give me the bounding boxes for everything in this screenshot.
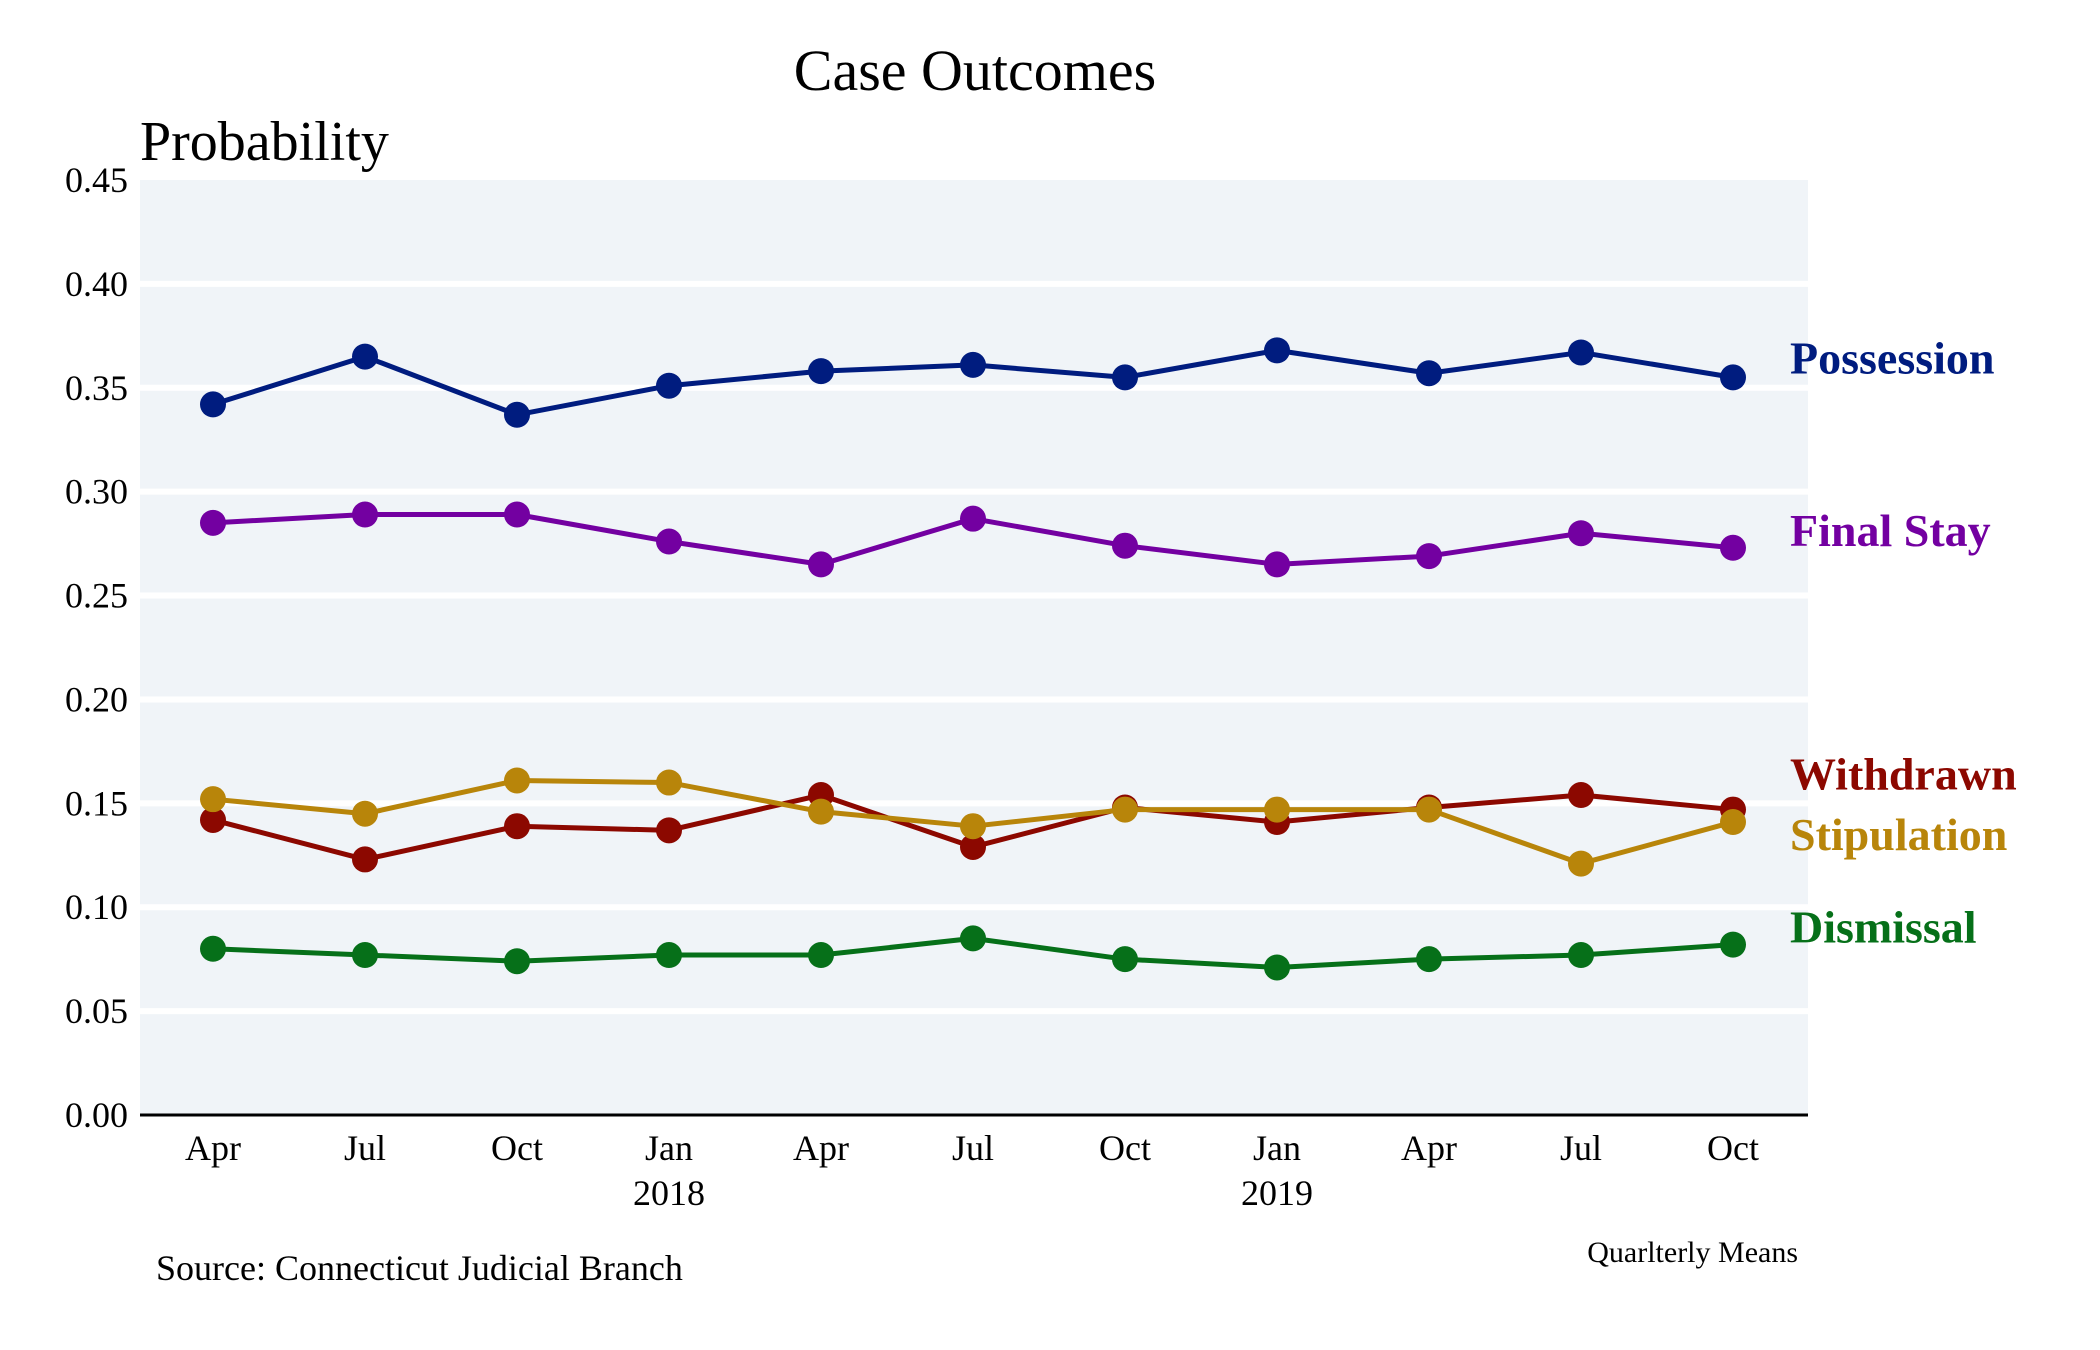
x-tick-year-label: 2019: [1241, 1173, 1313, 1213]
series-label-possession: Possession: [1790, 332, 1994, 383]
series-label-stipulation: Stipulation: [1790, 809, 2007, 860]
data-point: [656, 817, 682, 844]
data-point: [1568, 850, 1594, 877]
y-tick-label: 0.15: [65, 783, 128, 823]
data-point: [656, 769, 682, 796]
y-tick-label: 0.35: [65, 368, 128, 408]
data-point: [960, 505, 986, 532]
data-point: [1416, 543, 1442, 570]
data-point: [352, 942, 378, 969]
data-point: [808, 942, 834, 969]
data-point: [1416, 360, 1442, 387]
data-point: [1264, 337, 1290, 364]
quarterly-means-note: Quarlterly Means: [1587, 1236, 1798, 1269]
y-tick-label: 0.40: [65, 264, 128, 304]
x-tick-label: Apr: [1401, 1128, 1457, 1168]
series-possession: [200, 337, 1746, 428]
data-point: [200, 806, 226, 833]
data-point: [960, 351, 986, 378]
y-tick-label: 0.45: [65, 160, 128, 200]
data-point: [1264, 954, 1290, 981]
series-stipulation: [200, 767, 1746, 877]
data-point: [200, 786, 226, 813]
data-point: [656, 528, 682, 555]
data-point: [1264, 796, 1290, 823]
data-point: [656, 372, 682, 399]
series-label-withdrawn: Withdrawn: [1790, 749, 2017, 800]
y-tick-label: 0.05: [65, 991, 128, 1031]
data-point: [352, 343, 378, 370]
y-axis-title: Probability: [140, 111, 389, 173]
data-point: [808, 798, 834, 825]
data-point: [200, 935, 226, 962]
chart-title: Case Outcomes: [794, 38, 1156, 103]
data-point: [504, 401, 530, 428]
data-point: [960, 813, 986, 840]
data-point: [1112, 946, 1138, 973]
series-final-stay: [200, 501, 1746, 578]
data-point: [1112, 796, 1138, 823]
series-labels: Possession Final Stay Withdrawn Stipulation…: [1790, 332, 2017, 952]
x-tick-label: Jan: [645, 1128, 693, 1168]
x-axis-ticks: Apr Jul Oct Jan 2018 Apr Jul Oct Jan 2019 Apr Jul Oc…: [185, 1128, 1759, 1213]
series-group: [200, 337, 1746, 981]
y-axis-ticks: 0.00 0.05 0.10 0.15 0.20 0.25 0.30 0.35 0.40 0.45: [65, 160, 128, 1135]
x-tick-label: Oct: [1099, 1128, 1151, 1168]
y-tick-label: 0.00: [65, 1095, 128, 1135]
x-tick-label: Oct: [1707, 1128, 1759, 1168]
y-tick-label: 0.25: [65, 576, 128, 616]
x-tick-label: Jul: [344, 1128, 386, 1168]
data-point: [1264, 551, 1290, 578]
data-point: [352, 846, 378, 873]
x-tick-label: Oct: [491, 1128, 543, 1168]
data-point: [1568, 942, 1594, 969]
x-tick-label: Jul: [1560, 1128, 1602, 1168]
y-tick-label: 0.10: [65, 887, 128, 927]
data-point: [808, 551, 834, 578]
data-point: [960, 925, 986, 952]
source-note: Source: Connecticut Judicial Branch: [156, 1248, 683, 1288]
x-tick-label: Jul: [952, 1128, 994, 1168]
data-point: [1720, 931, 1746, 958]
series-label-dismissal: Dismissal: [1790, 902, 1977, 953]
series-dismissal: [200, 925, 1746, 981]
data-point: [1112, 532, 1138, 559]
data-point: [504, 948, 530, 975]
data-point: [1568, 782, 1594, 809]
data-point: [1568, 339, 1594, 366]
data-point: [200, 509, 226, 536]
data-point: [808, 358, 834, 385]
data-point: [504, 767, 530, 794]
x-tick-label: Apr: [185, 1128, 241, 1168]
data-point: [1720, 809, 1746, 836]
data-point: [1568, 520, 1594, 547]
data-point: [352, 501, 378, 528]
series-label-final-stay: Final Stay: [1790, 505, 1991, 556]
x-tick-label: Jan: [1253, 1128, 1301, 1168]
x-tick-year-label: 2018: [633, 1173, 705, 1213]
data-point: [504, 501, 530, 528]
data-point: [1112, 364, 1138, 391]
y-tick-label: 0.30: [65, 472, 128, 512]
x-tick-label: Apr: [793, 1128, 849, 1168]
data-point: [1720, 534, 1746, 561]
plot-background: [140, 180, 1808, 1115]
data-point: [1416, 946, 1442, 973]
data-point: [960, 833, 986, 860]
data-point: [200, 391, 226, 418]
data-point: [656, 942, 682, 969]
data-point: [352, 800, 378, 827]
data-point: [1720, 364, 1746, 391]
data-point: [504, 813, 530, 840]
data-point: [1416, 796, 1442, 823]
y-tick-label: 0.20: [65, 679, 128, 719]
